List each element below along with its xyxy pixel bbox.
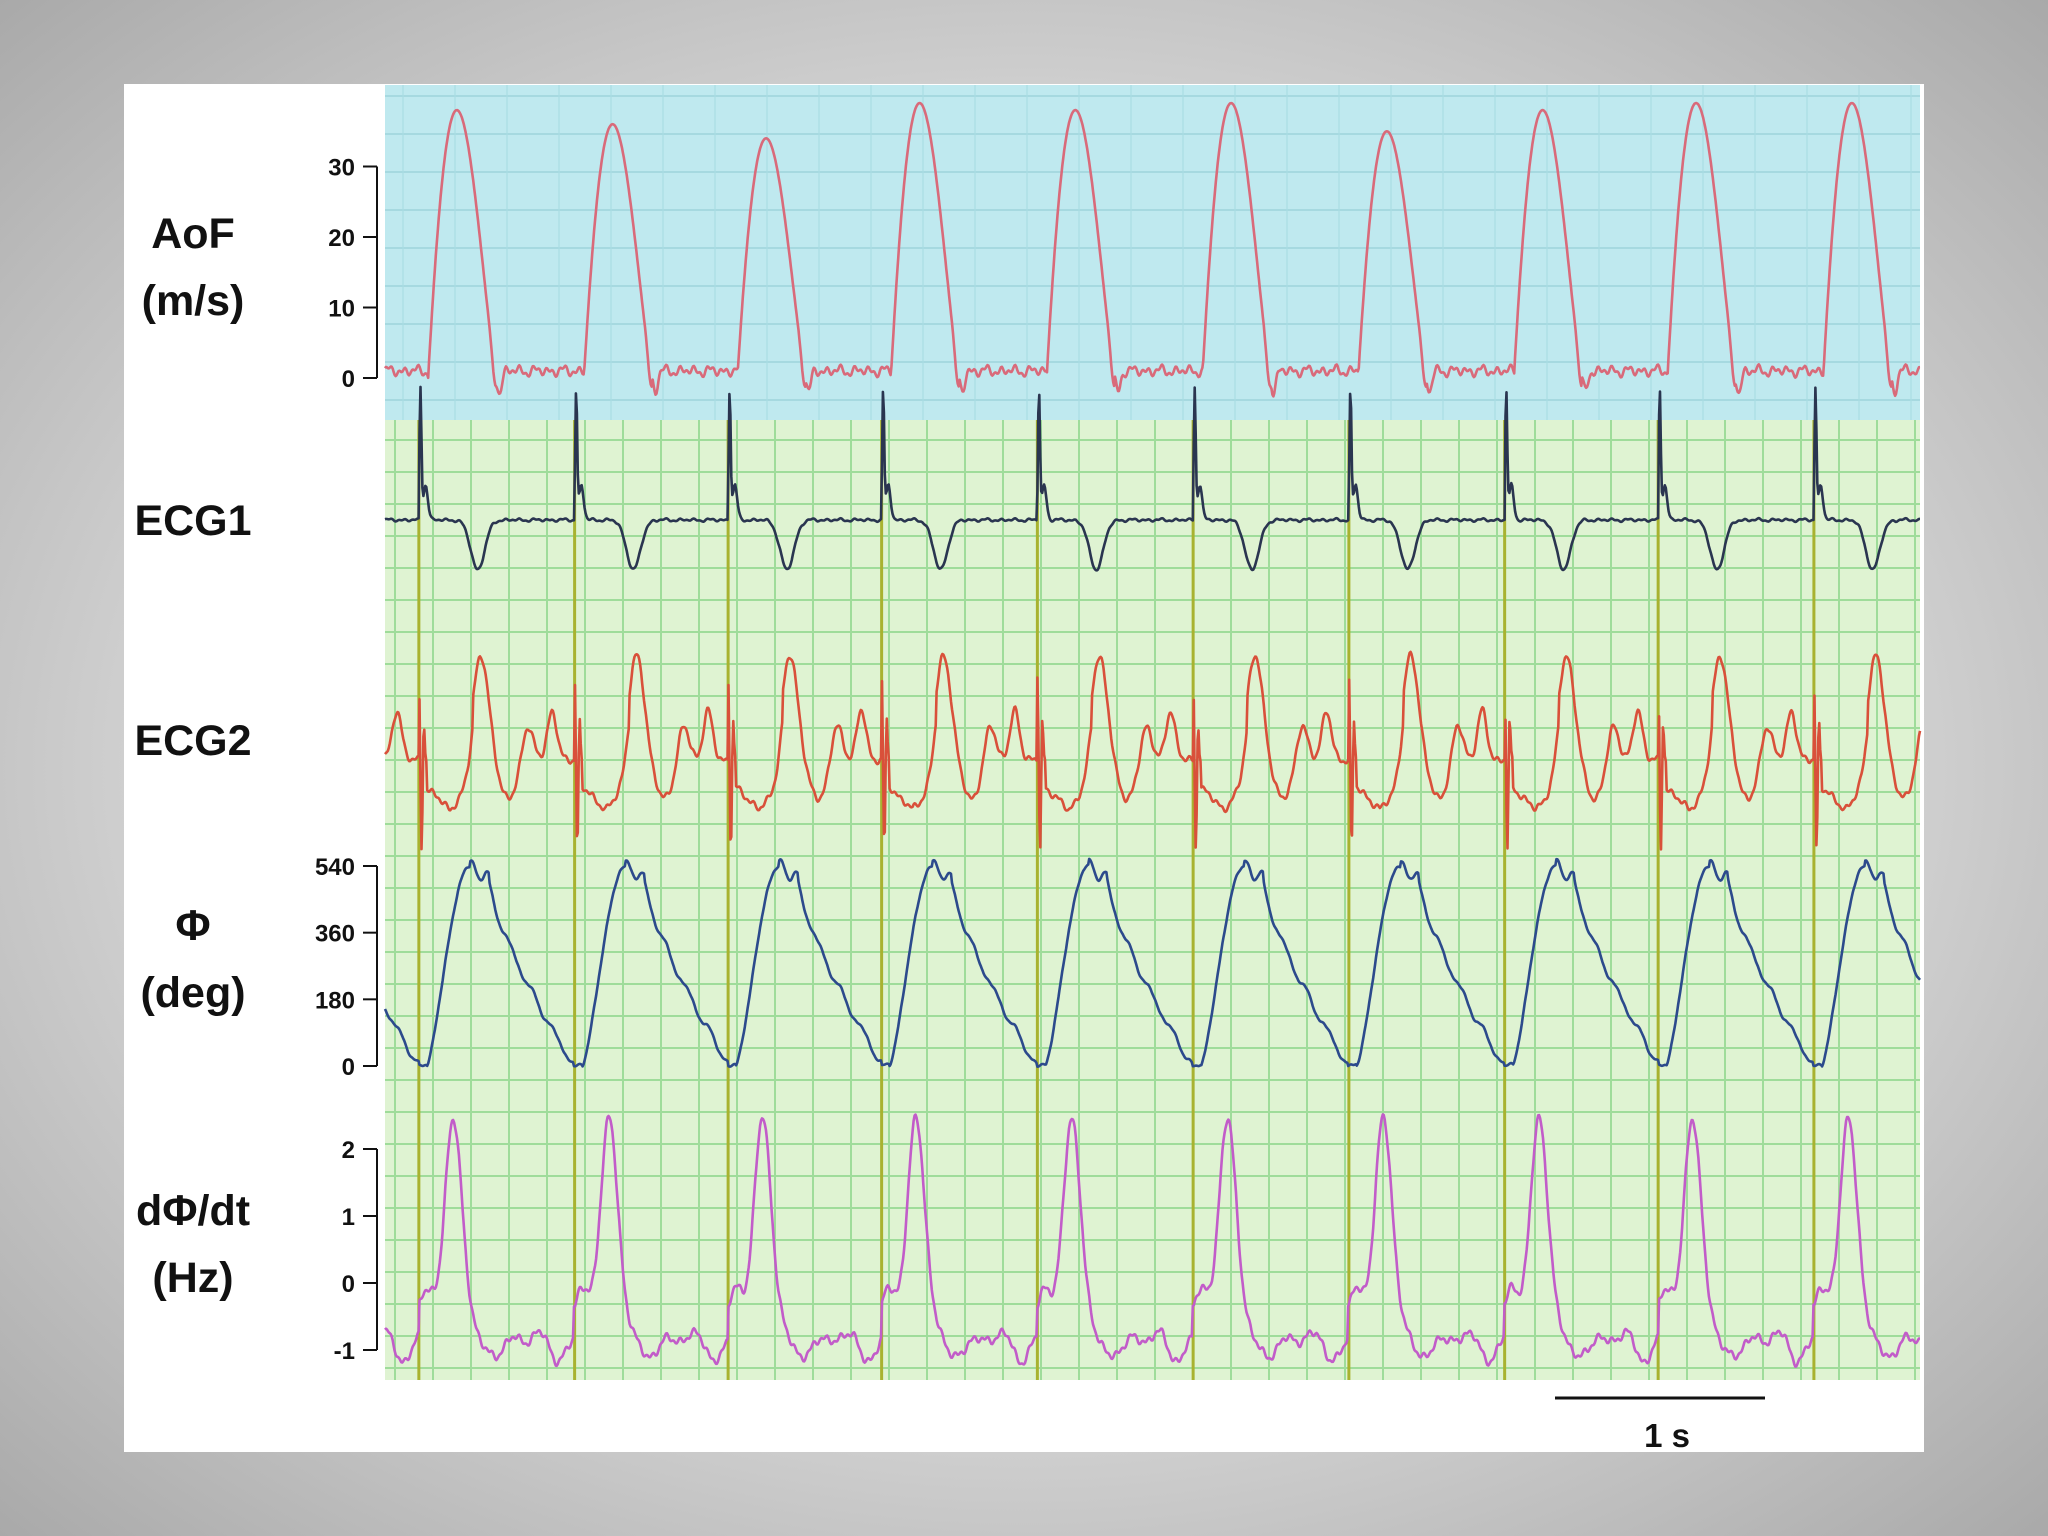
phi-tick-label: 540 xyxy=(315,854,355,881)
phi-tick-label: 0 xyxy=(342,1054,355,1081)
dphidt-tick-label: 1 xyxy=(342,1204,355,1231)
aof-label-line: AoF xyxy=(151,210,235,258)
dphidt-tick-label: -1 xyxy=(334,1338,355,1365)
ecg2-trace xyxy=(384,650,1922,851)
phi-trace xyxy=(383,857,1921,1068)
ecg-background xyxy=(385,420,1920,1380)
phi-label-line: Φ xyxy=(175,902,210,950)
aof-tick-label: 0 xyxy=(342,366,355,393)
phi-label-line: (deg) xyxy=(140,969,245,1017)
scale-bar: 1 s xyxy=(1555,1396,1765,1454)
ecg2-label-line: ECG2 xyxy=(134,717,251,765)
dphidt-trace xyxy=(384,1113,1921,1368)
aof-tick-label: 30 xyxy=(328,155,355,182)
dphidt-tick-label: 2 xyxy=(342,1137,355,1164)
aof-label-line: (m/s) xyxy=(142,277,245,325)
aof-trace xyxy=(383,101,1921,398)
aof-background xyxy=(385,85,1920,420)
dphidt-label-line: (Hz) xyxy=(152,1254,233,1302)
grid xyxy=(385,85,1920,1380)
aof-tick-label: 20 xyxy=(328,225,355,252)
aof-tick-label: 10 xyxy=(328,296,355,323)
traces xyxy=(383,101,1922,1368)
ecg1-label-line: ECG1 xyxy=(134,497,251,545)
panel-backgrounds xyxy=(385,85,1920,1380)
phi-tick-label: 360 xyxy=(315,921,355,948)
dphidt-label-line: dΦ/dt xyxy=(136,1187,250,1235)
labels: AoF (m/s) ECG1 ECG2 Φ (deg) dΦ/dt (Hz) xyxy=(134,210,251,1302)
phi-tick-label: 180 xyxy=(315,987,355,1014)
dphidt-tick-label: 0 xyxy=(342,1271,355,1298)
axes: 0 10 20 30 0 180 360 540 -1 0 1 2 xyxy=(315,155,378,1365)
sync-lines xyxy=(417,420,1816,1380)
scale-bar-label: 1 s xyxy=(1644,1417,1690,1454)
ecg1-trace xyxy=(384,385,1921,572)
